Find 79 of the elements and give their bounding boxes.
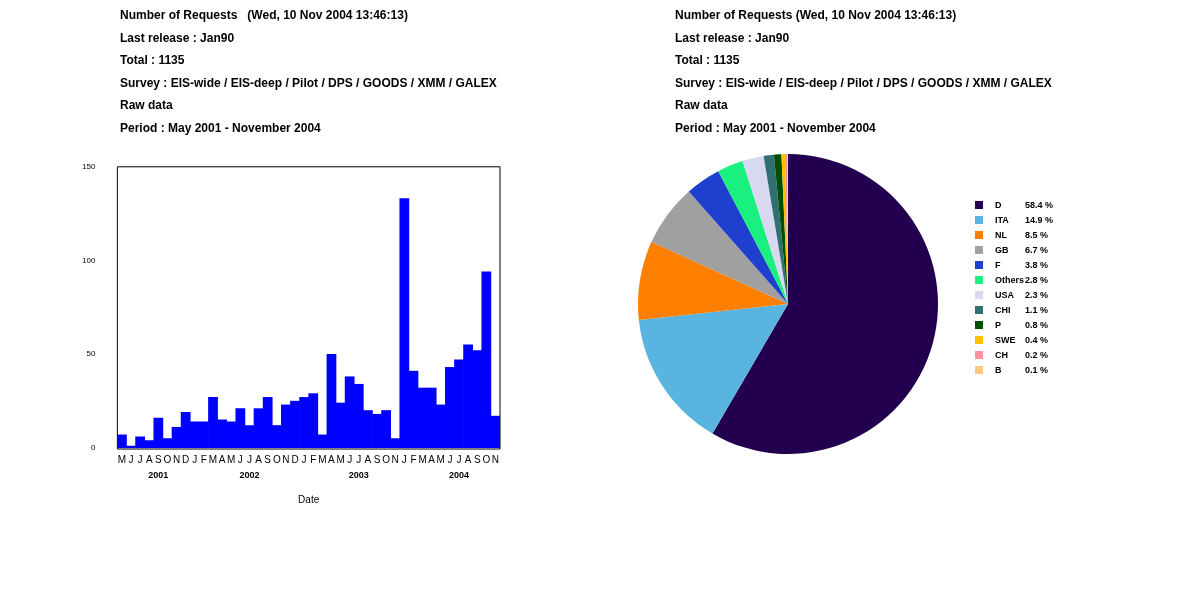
- x-tick-label: O: [163, 453, 172, 465]
- x-tick-label: A: [428, 453, 436, 465]
- x-tick-label: F: [310, 453, 317, 465]
- x-tick-label: J: [246, 453, 252, 465]
- data-label: 3.8 %: [1025, 260, 1049, 270]
- data-label: 6.7 %: [1025, 245, 1049, 255]
- x-tick-label: F: [200, 453, 207, 465]
- x-tick-label: J: [301, 453, 307, 465]
- x-tick-label: M: [318, 453, 327, 465]
- chart-title: Number of Requests (Wed, 10 Nov 2004 13:46:13): [120, 8, 408, 22]
- text: 2002: [239, 470, 260, 480]
- x-tick-label: M: [117, 453, 127, 465]
- x-tick-label: D: [182, 453, 190, 465]
- legend-label: CH: [995, 350, 1008, 360]
- x-tick-label: M: [208, 453, 218, 465]
- x-tick-label: N: [391, 453, 399, 465]
- x-tick-label: M: [418, 453, 427, 465]
- x-tick-label: M: [436, 453, 445, 465]
- data-label: 58.4 %: [1025, 200, 1054, 210]
- y-tick-label: 100: [81, 255, 96, 265]
- data-label: 2.3 %: [1025, 290, 1049, 300]
- x-tick-label: M: [227, 453, 236, 465]
- x-tick-label: J: [192, 453, 198, 465]
- x-tick-label: O: [272, 453, 281, 465]
- x-tick-label: J: [356, 453, 362, 465]
- legend-label: F: [995, 260, 1001, 270]
- y-tick-label: 0: [90, 443, 96, 453]
- y-tick-label: 150: [81, 162, 96, 171]
- legend-label: ITA: [995, 215, 1009, 225]
- x-tick-label: J: [401, 453, 407, 465]
- chart-subtitle: Last release : Jan90 Total : 1135 Survey : EIS-wide / EIS-deep / Pilot / DPS / GOODS / XMM / GALEX Raw data Period : May 2001 - November 2004: [675, 30, 1052, 135]
- x-tick-label: S: [373, 453, 381, 465]
- legend-label: GB: [995, 245, 1009, 255]
- x-tick-label: S: [264, 453, 272, 465]
- legend-label: D: [995, 200, 1002, 210]
- legend-label: CHI: [995, 305, 1011, 315]
- legend-label: SWE: [995, 335, 1016, 345]
- chart-title: Number of Requests (Wed, 10 Nov 2004 13:46:13): [675, 8, 957, 22]
- data-label: 14.9 %: [1025, 215, 1054, 225]
- x-tick-label: S: [155, 453, 163, 465]
- text: 2004: [448, 470, 470, 480]
- chart-subtitle: Last release : Jan90 Total : 1135 Survey : EIS-wide / EIS-deep / Pilot / DPS / GOODS / XMM / GALEX Raw data Period : May 2001 - November 2004: [120, 30, 497, 135]
- text: 2001: [148, 470, 169, 480]
- x-tick-label: D: [291, 453, 299, 465]
- x-tick-label: J: [137, 453, 143, 465]
- legend-label: B: [995, 365, 1002, 375]
- data-label: 0.2 %: [1025, 350, 1049, 360]
- x-axis-title: Date: [298, 493, 320, 505]
- x-tick-label: A: [145, 453, 153, 465]
- x-tick-label: S: [473, 453, 481, 465]
- x-tick-label: J: [347, 453, 353, 465]
- x-tick-label: M: [336, 453, 345, 465]
- x-tick-label: N: [282, 453, 290, 465]
- data-label: 8.5 %: [1025, 230, 1049, 240]
- x-tick-label: F: [410, 453, 417, 465]
- legend-label: Others: [995, 275, 1025, 285]
- text: 2003: [348, 470, 369, 480]
- legend-label: P: [995, 320, 1002, 330]
- data-label: 0.8 %: [1025, 320, 1049, 330]
- x-tick-label: O: [482, 453, 491, 465]
- data-label: 2.8 %: [1025, 275, 1049, 285]
- x-tick-label: J: [237, 453, 243, 465]
- y-tick-label: 50: [86, 349, 96, 359]
- legend-label: NL: [995, 230, 1007, 240]
- x-tick-label: O: [382, 453, 391, 465]
- x-tick-label: J: [456, 453, 462, 465]
- x-tick-label: N: [172, 453, 181, 465]
- x-tick-label: A: [255, 453, 263, 465]
- data-label: 0.1 %: [1025, 365, 1049, 375]
- x-tick-label: N: [491, 453, 500, 465]
- x-tick-label: A: [364, 453, 372, 465]
- x-tick-label: J: [447, 453, 453, 465]
- x-tick-label: A: [218, 453, 226, 465]
- legend-label: USA: [995, 290, 1015, 300]
- data-label: 0.4 %: [1025, 335, 1049, 345]
- x-tick-label: A: [464, 453, 472, 465]
- x-tick-label: J: [128, 453, 134, 465]
- x-tick-label: A: [328, 453, 336, 465]
- data-label: 1.1 %: [1025, 305, 1049, 315]
